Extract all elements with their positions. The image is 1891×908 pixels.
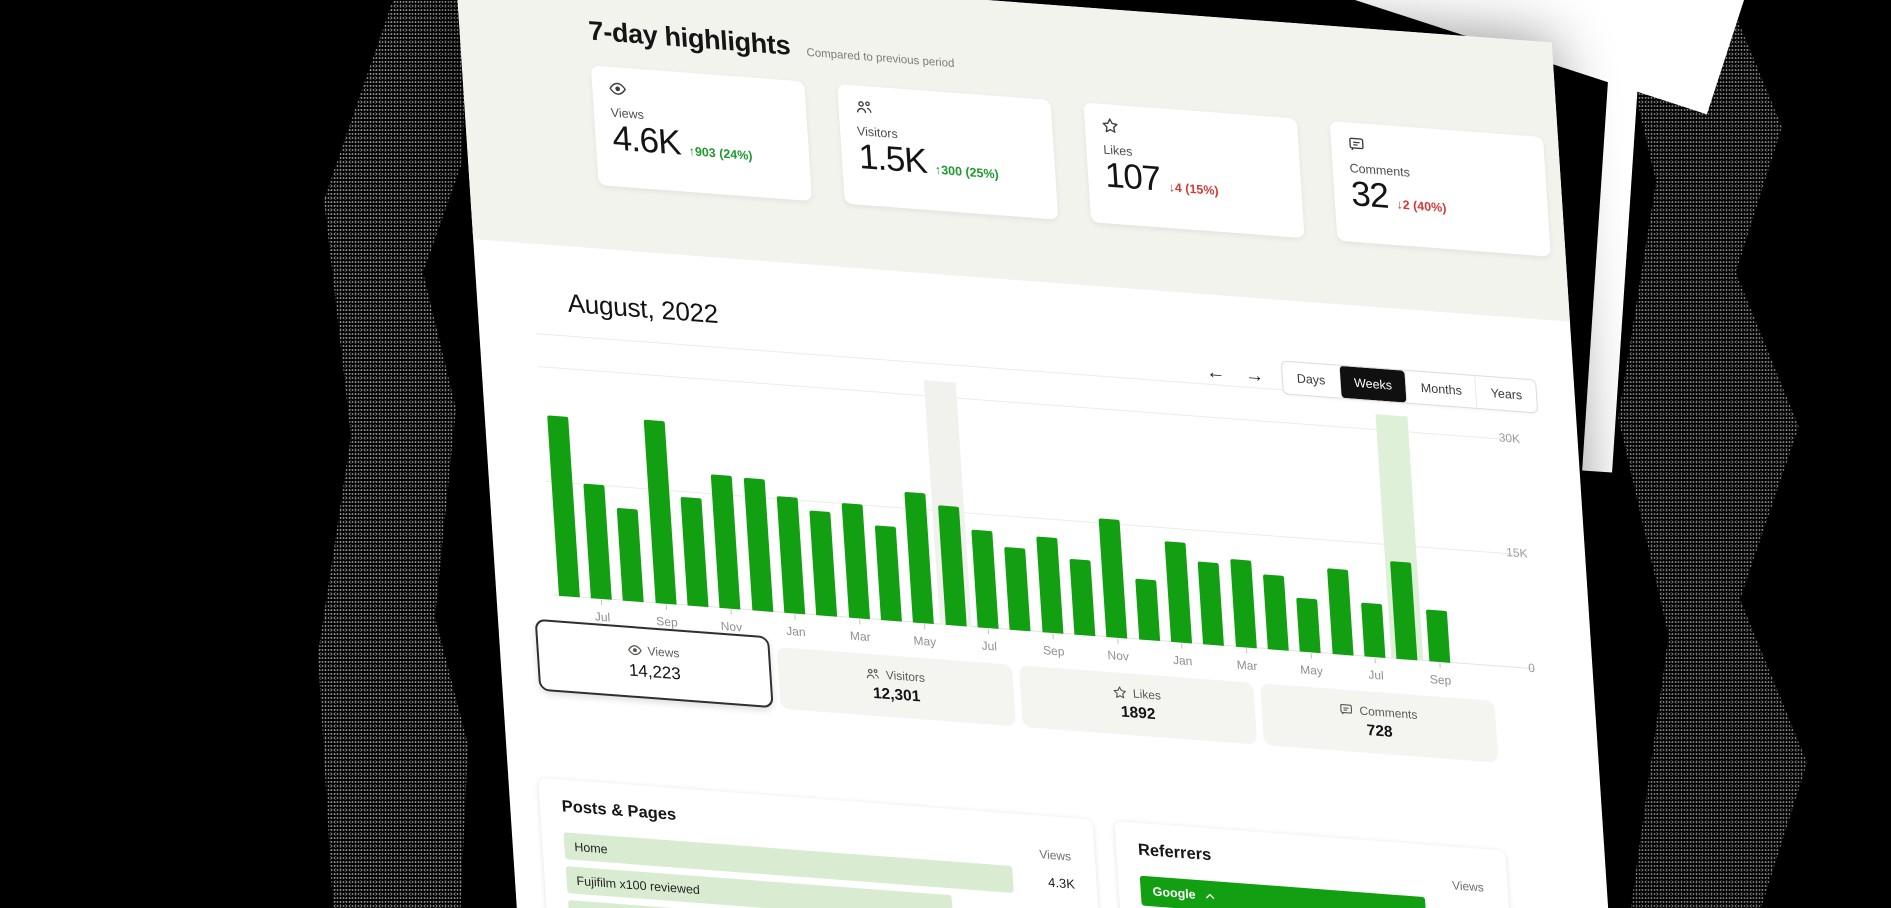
chart-bar[interactable] [971, 529, 999, 629]
metric-tab-visitors[interactable]: Visitors 12,301 [776, 646, 1016, 727]
chart-bar[interactable] [874, 525, 902, 622]
chart-bar[interactable] [809, 510, 838, 617]
metric-tab-value: 14,223 [628, 660, 682, 684]
referrer-label: Google [1152, 884, 1197, 902]
referrer-views: 6.2K [1425, 905, 1488, 908]
chart-bar[interactable] [1197, 561, 1225, 646]
stat-delta: ↑903 (24%) [688, 143, 753, 163]
chart-bar[interactable] [1390, 561, 1418, 661]
referrer-row-google[interactable]: Google 6.2K [1139, 875, 1489, 908]
y-tick-zero: 0 [1527, 660, 1536, 676]
metric-tab-views[interactable]: Views 14,223 [534, 618, 774, 709]
range-tabs: Days Weeks Months Years [1280, 360, 1539, 414]
chart-bar[interactable] [904, 491, 935, 625]
views-column-header: Views [1038, 847, 1072, 864]
x-axis-label: Jan [785, 623, 806, 640]
metric-tab-label: Views [647, 644, 680, 661]
chart-bar[interactable] [711, 474, 741, 610]
y-tick-15k: 15K [1505, 545, 1528, 561]
metric-tab-label: Likes [1132, 686, 1162, 703]
tab-days[interactable]: Days [1296, 371, 1326, 388]
stat-value: 107 [1103, 155, 1162, 199]
chart-bar[interactable] [617, 508, 645, 603]
star-icon [1113, 686, 1127, 699]
chart-bar[interactable] [1229, 558, 1257, 649]
chart-bar[interactable] [1035, 536, 1064, 634]
stat-delta: ↓2 (40%) [1396, 197, 1447, 215]
chevron-up-icon [1206, 893, 1215, 899]
chart-bar[interactable] [1164, 541, 1192, 644]
stat-delta: ↑300 (25%) [934, 162, 1000, 182]
chart-bar[interactable] [1326, 568, 1354, 656]
chart-bar[interactable] [1262, 574, 1289, 651]
highlight-card-visitors: Visitors 1.5K ↑300 (25%) [837, 83, 1059, 220]
post-views: 4.3K [1047, 874, 1076, 892]
comment-icon [1340, 704, 1353, 715]
static-noise [318, 0, 468, 908]
x-axis-label: Jul [594, 609, 611, 625]
bar-chart-bars: Jul Sep Nov Jan Mar May Jul Sep Nov Jan Mar May Jul S… [537, 351, 1455, 688]
static-noise [1614, 0, 1808, 908]
chart-bar[interactable] [1134, 578, 1160, 642]
views-column-header: Views [1451, 878, 1485, 895]
period-heading: August, 2022 [566, 287, 719, 330]
eye-icon [609, 82, 626, 95]
tab-years[interactable]: Years [1474, 376, 1538, 413]
highlight-cards: Views 4.6K ↑903 (24%) Visitors 1.5K ↑300… [590, 65, 1551, 257]
chart-bar[interactable] [1296, 598, 1321, 654]
stat-value: 1.5K [857, 137, 928, 182]
stats-page: 7-day highlights Compared to previous pe… [455, 0, 1630, 908]
post-title: Home [573, 839, 609, 856]
people-icon [867, 668, 880, 679]
detail-cards: Posts & Pages Views Home 4.3K Fujifilm x… [538, 777, 1521, 908]
x-axis-label: Jul [1367, 667, 1385, 683]
y-tick-30k: 30K [1498, 430, 1521, 446]
chart-bar[interactable] [1098, 518, 1128, 639]
next-period-button[interactable]: → [1244, 364, 1265, 387]
chart-bar[interactable] [680, 497, 709, 608]
x-axis-label: Jan [1172, 652, 1193, 669]
eye-icon [627, 645, 642, 656]
x-axis-label: Jul [981, 638, 998, 654]
chart-bar[interactable] [776, 495, 806, 615]
posts-pages-card: Posts & Pages Views Home 4.3K Fujifilm x… [538, 777, 1108, 908]
chart-bar[interactable] [1069, 559, 1096, 637]
chart-bar[interactable] [1004, 546, 1031, 632]
comment-icon [1349, 137, 1364, 151]
star-icon [1102, 118, 1118, 133]
tab-months[interactable]: Months [1404, 370, 1477, 408]
chart-bar[interactable] [743, 477, 773, 612]
highlight-card-likes: Likes 107 ↓4 (15%) [1083, 102, 1305, 239]
chart-bar[interactable] [1425, 609, 1450, 663]
stat-value: 4.6K [611, 118, 682, 163]
stat-value: 32 [1349, 174, 1390, 216]
people-icon [856, 101, 872, 113]
metric-tab-value: 12,301 [872, 684, 921, 706]
chart-bar[interactable] [841, 503, 870, 620]
referrers-card: Referrers Views Google 6.2K [1114, 821, 1521, 908]
metric-tab-comments[interactable]: Comments 728 [1259, 683, 1499, 763]
highlight-card-comments: Comments 32 ↓2 (40%) [1329, 121, 1551, 257]
metric-tab-value: 1892 [1120, 703, 1156, 724]
metric-tab-likes[interactable]: Likes 1892 [1018, 665, 1257, 745]
tab-weeks[interactable]: Weeks [1338, 365, 1408, 403]
metric-tabs: Views 14,223 Visitors 12,301 Likes 1892 [534, 618, 1499, 763]
metric-tab-value: 728 [1366, 722, 1394, 741]
metric-tab-label: Comments [1359, 703, 1418, 722]
highlight-card-views: Views 4.6K ↑903 (24%) [590, 65, 813, 202]
prev-period-button[interactable]: ← [1205, 361, 1226, 384]
referrer-bar-google[interactable]: Google [1139, 875, 1427, 908]
stat-delta: ↓4 (15%) [1168, 180, 1219, 198]
post-title: Fujifilm x100 reviewed [576, 873, 701, 897]
chart-bar[interactable] [583, 483, 612, 600]
chart-bar[interactable] [937, 505, 967, 627]
metric-tab-label: Visitors [885, 668, 926, 685]
chart-bar[interactable] [1360, 602, 1386, 658]
